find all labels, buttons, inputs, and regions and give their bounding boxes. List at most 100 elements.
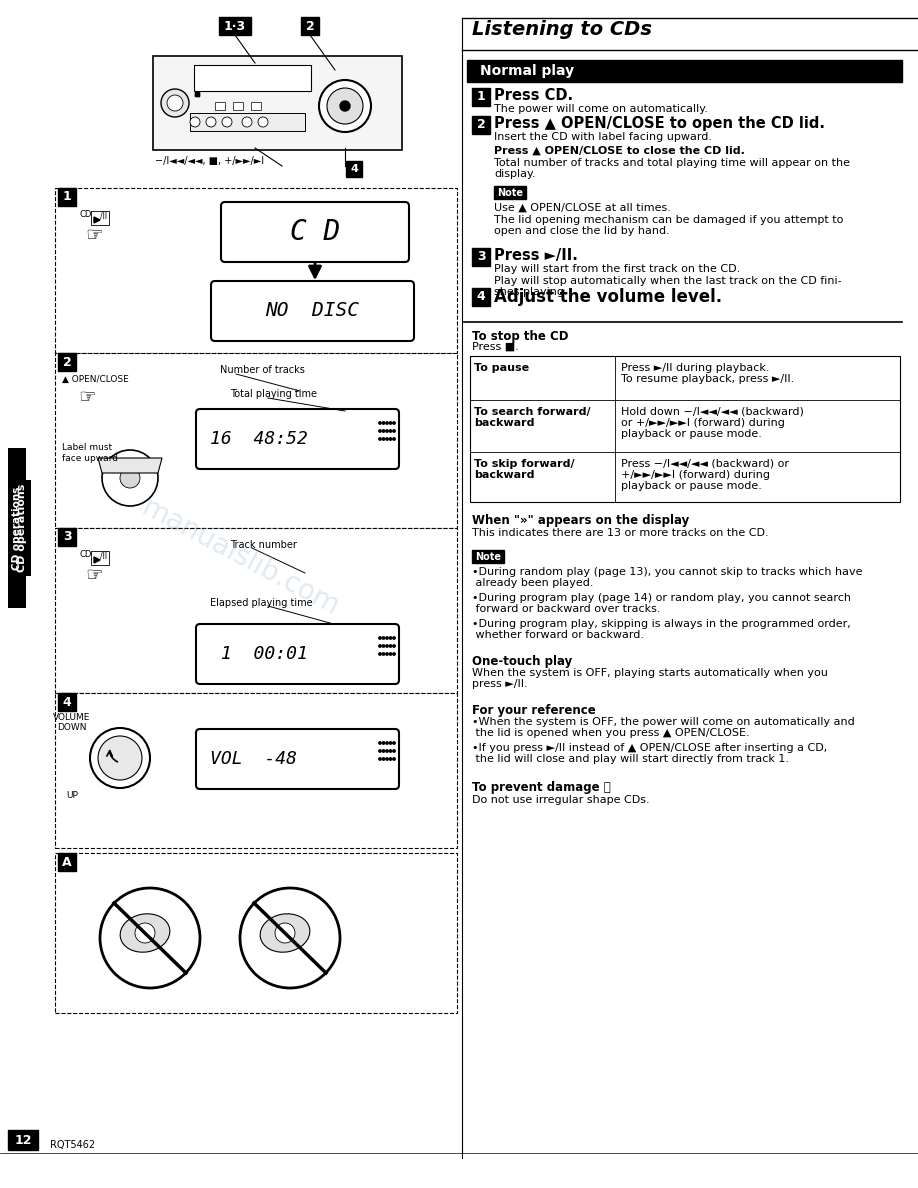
FancyBboxPatch shape bbox=[8, 1130, 38, 1150]
FancyBboxPatch shape bbox=[194, 65, 311, 91]
Text: −/I◄◄/◄◄, ■, +/►►/►I: −/I◄◄/◄◄, ■, +/►►/►I bbox=[155, 156, 264, 166]
Text: shes playing.: shes playing. bbox=[494, 287, 567, 297]
Text: When "»" appears on the display: When "»" appears on the display bbox=[472, 514, 689, 527]
FancyBboxPatch shape bbox=[211, 282, 414, 341]
FancyBboxPatch shape bbox=[472, 248, 490, 266]
Circle shape bbox=[389, 430, 392, 432]
Text: whether forward or backward.: whether forward or backward. bbox=[472, 630, 644, 640]
Circle shape bbox=[242, 116, 252, 127]
Text: the lid is opened when you press ▲ OPEN/CLOSE.: the lid is opened when you press ▲ OPEN/… bbox=[472, 728, 750, 738]
Polygon shape bbox=[98, 459, 162, 473]
Text: Adjust the volume level.: Adjust the volume level. bbox=[494, 287, 722, 307]
Text: C D: C D bbox=[290, 219, 341, 246]
Circle shape bbox=[379, 750, 381, 752]
Circle shape bbox=[393, 637, 396, 639]
FancyBboxPatch shape bbox=[91, 211, 109, 225]
Circle shape bbox=[135, 923, 155, 943]
Text: Do not use irregular shape CDs.: Do not use irregular shape CDs. bbox=[472, 795, 650, 805]
FancyBboxPatch shape bbox=[494, 187, 526, 200]
Text: To resume playback, press ►/II.: To resume playback, press ►/II. bbox=[621, 374, 794, 384]
Text: open and close the lid by hand.: open and close the lid by hand. bbox=[494, 226, 670, 236]
Text: or +/►►/►►I (forward) during: or +/►►/►►I (forward) during bbox=[621, 418, 785, 428]
FancyBboxPatch shape bbox=[219, 17, 251, 34]
Text: VOL  -48: VOL -48 bbox=[210, 750, 297, 767]
Circle shape bbox=[382, 750, 385, 752]
Text: •During program play (page 14) or random play, you cannot search: •During program play (page 14) or random… bbox=[472, 593, 851, 604]
FancyBboxPatch shape bbox=[467, 61, 902, 82]
Circle shape bbox=[379, 741, 381, 744]
Text: DOWN: DOWN bbox=[57, 723, 86, 732]
Text: +/►►/►►I (forward) during: +/►►/►►I (forward) during bbox=[621, 470, 770, 480]
Text: UP: UP bbox=[66, 791, 78, 800]
Circle shape bbox=[393, 430, 396, 432]
Circle shape bbox=[379, 422, 381, 424]
Text: Listening to CDs: Listening to CDs bbox=[472, 20, 652, 39]
Circle shape bbox=[120, 468, 140, 488]
Text: The power will come on automatically.: The power will come on automatically. bbox=[494, 105, 708, 114]
FancyBboxPatch shape bbox=[196, 624, 399, 684]
Text: •During program play, skipping is always in the programmed order,: •During program play, skipping is always… bbox=[472, 619, 851, 628]
FancyBboxPatch shape bbox=[346, 162, 362, 177]
Circle shape bbox=[389, 750, 392, 752]
Text: Number of tracks: Number of tracks bbox=[220, 365, 305, 375]
Text: 2: 2 bbox=[476, 119, 486, 132]
Circle shape bbox=[386, 422, 388, 424]
Text: When the system is OFF, playing starts automatically when you: When the system is OFF, playing starts a… bbox=[472, 668, 828, 678]
Circle shape bbox=[386, 741, 388, 744]
Circle shape bbox=[382, 652, 385, 656]
Text: 1: 1 bbox=[62, 190, 72, 203]
Circle shape bbox=[386, 652, 388, 656]
Circle shape bbox=[379, 652, 381, 656]
Circle shape bbox=[240, 887, 340, 988]
FancyBboxPatch shape bbox=[470, 356, 900, 503]
FancyBboxPatch shape bbox=[215, 102, 225, 110]
Text: Press ►/II during playback.: Press ►/II during playback. bbox=[621, 364, 769, 373]
FancyBboxPatch shape bbox=[58, 353, 76, 371]
Circle shape bbox=[386, 430, 388, 432]
Text: Total number of tracks and total playing time will appear on the: Total number of tracks and total playing… bbox=[494, 158, 850, 168]
Text: 16  48:52: 16 48:52 bbox=[210, 430, 308, 448]
Text: Press ▲ OPEN/CLOSE to open the CD lid.: Press ▲ OPEN/CLOSE to open the CD lid. bbox=[494, 116, 825, 131]
Circle shape bbox=[389, 741, 392, 744]
Text: Elapsed playing time: Elapsed playing time bbox=[210, 598, 313, 608]
Circle shape bbox=[382, 741, 385, 744]
Circle shape bbox=[386, 438, 388, 441]
Text: face upward: face upward bbox=[62, 454, 118, 463]
Text: •During random play (page 13), you cannot skip to tracks which have: •During random play (page 13), you canno… bbox=[472, 567, 863, 577]
Circle shape bbox=[258, 116, 268, 127]
Circle shape bbox=[382, 758, 385, 760]
Text: Play will start from the first track on the CD.: Play will start from the first track on … bbox=[494, 264, 740, 274]
Text: To pause: To pause bbox=[474, 364, 529, 373]
FancyBboxPatch shape bbox=[251, 102, 261, 110]
Circle shape bbox=[389, 758, 392, 760]
Circle shape bbox=[379, 438, 381, 441]
Circle shape bbox=[206, 116, 216, 127]
Text: press ►/II.: press ►/II. bbox=[472, 680, 528, 689]
FancyBboxPatch shape bbox=[58, 188, 76, 206]
FancyBboxPatch shape bbox=[91, 551, 109, 565]
Circle shape bbox=[393, 758, 396, 760]
Text: 4: 4 bbox=[350, 164, 358, 173]
FancyBboxPatch shape bbox=[8, 448, 26, 608]
Text: ▲ OPEN/CLOSE: ▲ OPEN/CLOSE bbox=[62, 375, 129, 384]
FancyBboxPatch shape bbox=[472, 287, 490, 307]
Text: To skip forward/: To skip forward/ bbox=[474, 459, 575, 469]
Text: Total playing time: Total playing time bbox=[230, 388, 317, 399]
Circle shape bbox=[379, 645, 381, 647]
FancyBboxPatch shape bbox=[55, 527, 457, 693]
Text: 12: 12 bbox=[15, 1133, 32, 1146]
Circle shape bbox=[389, 637, 392, 639]
Circle shape bbox=[382, 645, 385, 647]
Text: playback or pause mode.: playback or pause mode. bbox=[621, 481, 762, 491]
Text: /II: /II bbox=[100, 211, 107, 221]
Text: 3: 3 bbox=[62, 531, 72, 543]
Text: playback or pause mode.: playback or pause mode. bbox=[621, 429, 762, 440]
Text: ☞: ☞ bbox=[85, 226, 103, 245]
Circle shape bbox=[382, 430, 385, 432]
Text: already been played.: already been played. bbox=[472, 579, 594, 588]
Text: 4: 4 bbox=[62, 695, 72, 708]
Text: CD operations: CD operations bbox=[12, 486, 22, 570]
FancyBboxPatch shape bbox=[472, 88, 490, 106]
Circle shape bbox=[327, 88, 363, 124]
Text: 4: 4 bbox=[476, 291, 486, 303]
